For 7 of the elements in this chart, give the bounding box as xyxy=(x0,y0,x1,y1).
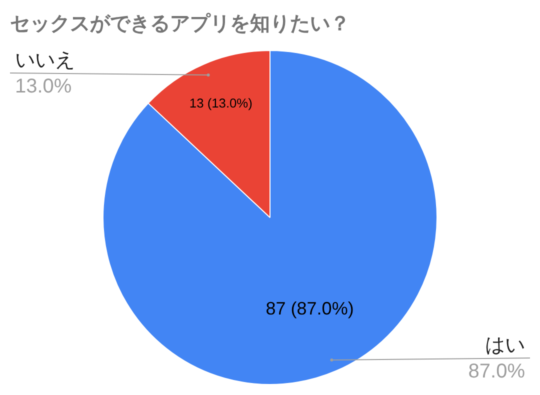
data-label: 13 (13.0%) xyxy=(189,96,252,111)
text: 13.0% xyxy=(15,75,72,98)
text: 87.0% xyxy=(468,360,525,383)
slice-label: はい xyxy=(485,334,525,357)
chart-title: セックスができるアプリを知りたい？ xyxy=(10,12,350,35)
data-label: 87 (87.0%) xyxy=(266,298,354,318)
slice-label: いいえ xyxy=(15,49,75,72)
